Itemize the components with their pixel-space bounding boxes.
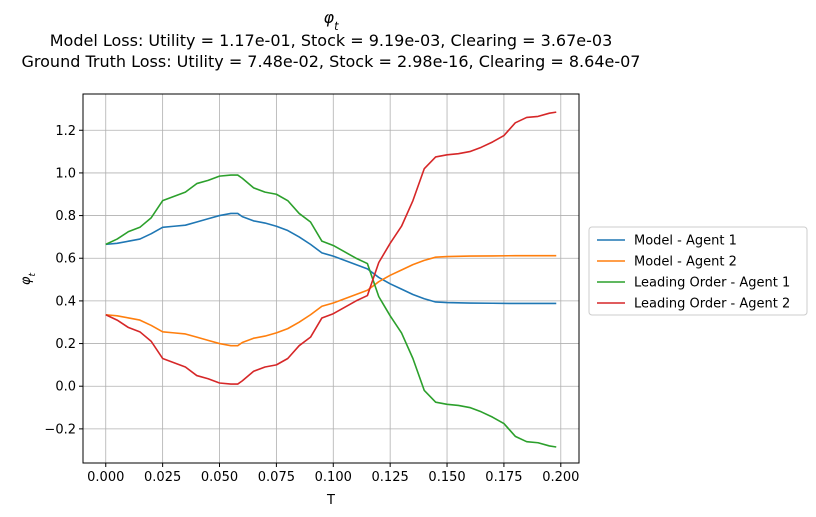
- x-axis-ticks: 0.000 0.025 0.050 0.075 0.100 0.125 0.150 0.175…: [87, 463, 579, 485]
- x-axis-label: T: [326, 493, 335, 508]
- x-tick-label: 0.150: [428, 470, 465, 485]
- series-line-3: [105, 174, 557, 448]
- chart-titles: φt Model Loss: Utility = 1.17e-01, Stock…: [22, 8, 641, 71]
- grid-lines: [83, 94, 579, 463]
- axes-frame: [82, 93, 580, 464]
- series-line-4: [105, 111, 557, 385]
- legend: Model - Agent 1 Model - Agent 2 Leading Or…: [588, 226, 808, 316]
- legend-label: Leading Order - Agent 2: [634, 297, 790, 312]
- y-tick-label: 1.0: [55, 166, 76, 181]
- chart-subtitle-ground-truth-loss: Ground Truth Loss: Utility = 7.48e-02, S…: [22, 52, 641, 71]
- y-axis-label: φt: [19, 273, 38, 286]
- legend-label: Model - Agent 1: [634, 234, 737, 249]
- y-tick-label: 0.4: [55, 294, 76, 309]
- x-tick-label: 0.100: [315, 470, 352, 485]
- series-line-2: [105, 254, 557, 347]
- legend-label: Leading Order - Agent 1: [634, 276, 790, 291]
- legend-label: Model - Agent 2: [634, 255, 737, 270]
- series-line-1: [105, 212, 557, 305]
- x-tick-label: 0.125: [372, 470, 409, 485]
- chart-subtitle-model-loss: Model Loss: Utility = 1.17e-01, Stock = …: [50, 31, 613, 50]
- y-tick-label: 0.0: [55, 380, 76, 395]
- y-tick-label: 0.2: [55, 337, 76, 352]
- y-tick-label: 1.2: [55, 124, 76, 139]
- series-lines: [105, 111, 557, 448]
- legend-box: [588, 226, 808, 316]
- y-tick-label: 0.6: [55, 252, 76, 267]
- y-tick-label: −0.2: [44, 422, 76, 437]
- x-tick-label: 0.000: [87, 470, 124, 485]
- x-tick-label: 0.175: [485, 470, 522, 485]
- y-tick-label: 0.8: [55, 209, 76, 224]
- x-tick-label: 0.200: [542, 470, 579, 485]
- x-tick-label: 0.075: [258, 470, 295, 485]
- y-axis-ticks: −0.2 0.0 0.2 0.4 0.6 0.8 1.0 1.2: [44, 124, 83, 437]
- chart-title: φt: [324, 8, 340, 33]
- x-tick-label: 0.025: [144, 470, 181, 485]
- x-tick-label: 0.050: [201, 470, 238, 485]
